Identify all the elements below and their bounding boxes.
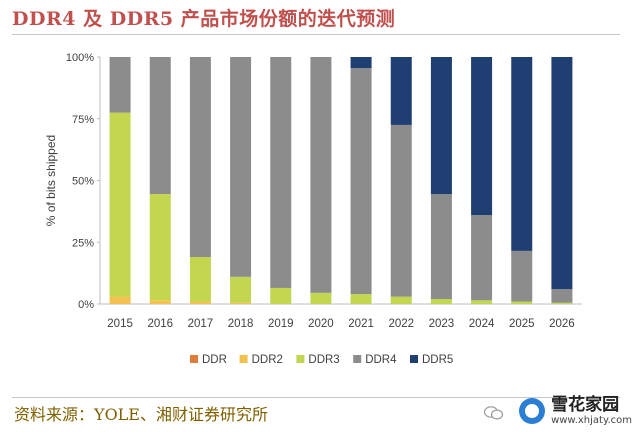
- watermark-title: 雪花家园: [551, 394, 620, 415]
- bar-2022-ddr4: [390, 124, 412, 297]
- x-tick-label: 2026: [549, 318, 575, 330]
- y-axis-title: % of bits shipped: [44, 135, 58, 226]
- source-note: 资料来源：YOLE、湘财证券研究所: [14, 405, 268, 424]
- bar-2015-ddr3: [109, 112, 131, 297]
- x-tick-label: 2024: [469, 318, 495, 330]
- x-tick-label: 2018: [228, 318, 254, 330]
- legend-swatch-ddr4: [353, 355, 362, 363]
- y-tick-label: 25%: [72, 237, 94, 249]
- bar-2023-ddr5: [430, 57, 452, 195]
- watermark-url: www.xhjaty.com: [551, 414, 632, 426]
- bar-2015-ddr2: [109, 296, 131, 304]
- bar-2025-ddr5: [511, 57, 533, 251]
- bar-2021-ddr5: [350, 57, 372, 69]
- legend-swatch-ddr2: [239, 355, 248, 363]
- bar-2025-ddr3: [511, 301, 533, 304]
- legend-label-ddr4: DDR4: [365, 354, 397, 366]
- bar-2021-ddr4: [350, 68, 372, 295]
- bar-2016-ddr4: [149, 57, 171, 195]
- x-tick-label: 2021: [348, 318, 374, 330]
- bar-2022-ddr3: [390, 296, 412, 304]
- bar-2018-ddr4: [230, 57, 252, 277]
- legend-label-ddr5: DDR5: [422, 354, 453, 366]
- bar-2015-ddr4: [109, 57, 131, 113]
- bar-2017-ddr3: [189, 257, 211, 302]
- bar-2021-ddr3: [350, 294, 372, 304]
- x-tick-label: 2017: [188, 318, 214, 330]
- bar-2026-ddr4: [551, 289, 573, 303]
- x-tick-label: 2020: [308, 318, 334, 330]
- bar-2018-ddr2: [230, 302, 252, 304]
- bar-2024-ddr5: [471, 57, 493, 216]
- y-tick-label: 75%: [72, 114, 94, 126]
- x-tick-label: 2022: [388, 318, 414, 330]
- y-tick-label: 0%: [78, 299, 94, 311]
- legend-label-ddr: DDR: [202, 354, 227, 366]
- bar-2017-ddr2: [189, 301, 211, 304]
- bar-2022-ddr5: [390, 57, 412, 125]
- title-divider: [12, 34, 620, 35]
- y-tick-label: 50%: [72, 176, 94, 188]
- legend-label-ddr3: DDR3: [308, 354, 339, 366]
- legend-swatch-ddr: [190, 355, 198, 363]
- bar-2016-ddr3: [149, 194, 171, 301]
- x-tick-label: 2023: [429, 318, 455, 330]
- y-tick-label: 100%: [66, 52, 94, 64]
- watermark: 雪花家园 www.xhjaty.com: [519, 396, 632, 426]
- bar-2026-ddr3: [551, 302, 573, 304]
- bar-2023-ddr3: [430, 299, 452, 304]
- bar-2024-ddr4: [471, 215, 493, 301]
- x-tick-label: 2015: [107, 318, 133, 330]
- bar-2018-ddr3: [230, 276, 252, 303]
- bar-2017-ddr4: [189, 57, 211, 258]
- bar-2016-ddr2: [149, 300, 171, 304]
- footer-divider: [12, 397, 620, 398]
- stacked-bar-chart: % of bits shipped 0% 25% 50% 75% 100% 2015 201…: [44, 52, 582, 366]
- bar-2020-ddr4: [310, 57, 332, 293]
- bar-2024-ddr3: [471, 300, 493, 304]
- bar-2025-ddr4: [511, 250, 533, 302]
- x-tick-label: 2019: [268, 318, 294, 330]
- bar-2019-ddr4: [270, 57, 292, 288]
- wechat-icon: [484, 406, 504, 420]
- bar-2019-ddr3: [270, 287, 292, 304]
- x-tick-label: 2025: [509, 318, 535, 330]
- bar-2020-ddr3: [310, 292, 332, 304]
- legend-label-ddr2: DDR2: [252, 354, 283, 366]
- snowflake-logo-icon: [519, 398, 546, 424]
- legend-swatch-ddr5: [410, 355, 418, 363]
- bar-2026-ddr5: [551, 57, 573, 290]
- x-tick-label: 2016: [147, 318, 173, 330]
- legend-swatch-ddr3: [296, 355, 305, 363]
- bar-2023-ddr4: [430, 194, 452, 300]
- page-title: DDR4 及 DDR5 产品市场份额的迭代预测: [12, 8, 396, 30]
